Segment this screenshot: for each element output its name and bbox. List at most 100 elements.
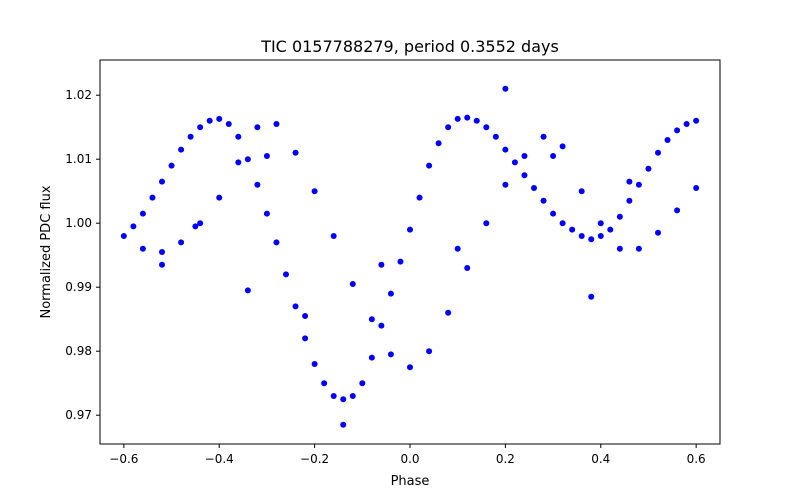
data-point [292,149,299,156]
data-point [597,233,604,239]
data-point [178,239,185,246]
data-point [511,159,518,166]
outlier-point [626,178,633,185]
data-point [655,149,661,156]
data-point [159,249,165,255]
data-point [483,124,490,131]
y-tick-label: 0.99 [65,280,92,294]
data-point [139,210,146,217]
data-point [674,127,681,134]
data-point [635,181,642,188]
data-point [664,137,671,143]
outlier-point [192,223,199,230]
data-point [302,335,309,342]
data-point [464,114,471,121]
data-point [473,117,480,124]
data-point [616,213,623,220]
data-point [368,316,375,323]
x-axis-label: Phase [391,474,430,489]
data-point [273,239,280,246]
data-point [378,322,385,329]
data-point [387,290,394,297]
outlier-point [340,421,347,428]
data-point [235,159,242,166]
chart-title: TIC 0157788279, period 0.3552 days [260,37,559,56]
data-point [168,162,175,169]
data-point [521,153,528,159]
x-tick-label: 0.6 [687,452,706,466]
data-point [216,194,223,201]
data-point [130,223,137,230]
data-point [645,165,652,172]
data-point [349,281,356,287]
data-point [273,121,280,127]
plot-frame [99,59,721,445]
data-point [559,143,566,150]
data-point [311,361,318,367]
x-tick-label: −0.4 [205,452,234,466]
data-point [244,156,251,163]
data-point [340,396,347,403]
data-point [197,220,204,227]
data-point [416,194,423,201]
y-tick-label: 1.02 [65,88,92,102]
x-tick-label: −0.6 [109,452,138,466]
data-point [263,210,270,217]
outlier-point [502,85,509,92]
data-point [330,233,337,239]
data-point [397,258,404,265]
data-point [435,140,442,147]
y-tick-label: 1.01 [65,152,92,166]
data-point [578,233,585,239]
x-tick-label: −0.2 [300,452,329,466]
data-point [187,133,194,140]
y-axis-label: Normalized PDC flux [39,185,54,318]
data-point [597,220,604,227]
data-point [531,185,537,191]
data-point [445,124,452,131]
data-point [502,181,509,188]
data-point [426,162,433,169]
data-point [540,197,547,204]
data-points [120,85,700,428]
y-tick-label: 0.97 [65,408,92,422]
data-point [683,121,690,127]
data-point [445,309,452,316]
outlier-point [378,261,385,268]
data-point [225,121,232,127]
data-point [120,233,127,239]
data-point [197,124,204,131]
data-point [254,181,261,188]
data-point [626,197,633,204]
data-point [254,124,261,131]
data-point [655,229,661,236]
data-point [569,226,576,233]
data-point [349,393,356,399]
outlier-point [588,293,595,300]
data-point [464,265,471,271]
data-point [216,115,223,122]
outlier-point [263,153,270,159]
data-point [588,236,595,243]
data-point [387,351,394,358]
data-point [149,194,156,201]
outlier-point [550,153,557,159]
x-tick-label: 0.0 [400,452,419,466]
data-point [521,172,528,179]
data-point [311,188,318,195]
outlier-point [159,261,165,268]
data-point [502,146,509,153]
data-point [492,133,499,140]
data-point [359,380,366,387]
data-point [178,146,185,153]
data-point [407,226,413,233]
data-point [407,364,413,371]
data-point [283,271,289,278]
data-point [426,348,433,355]
data-point [330,393,337,399]
data-point [483,220,490,227]
data-point [540,133,547,140]
data-point [616,245,623,252]
